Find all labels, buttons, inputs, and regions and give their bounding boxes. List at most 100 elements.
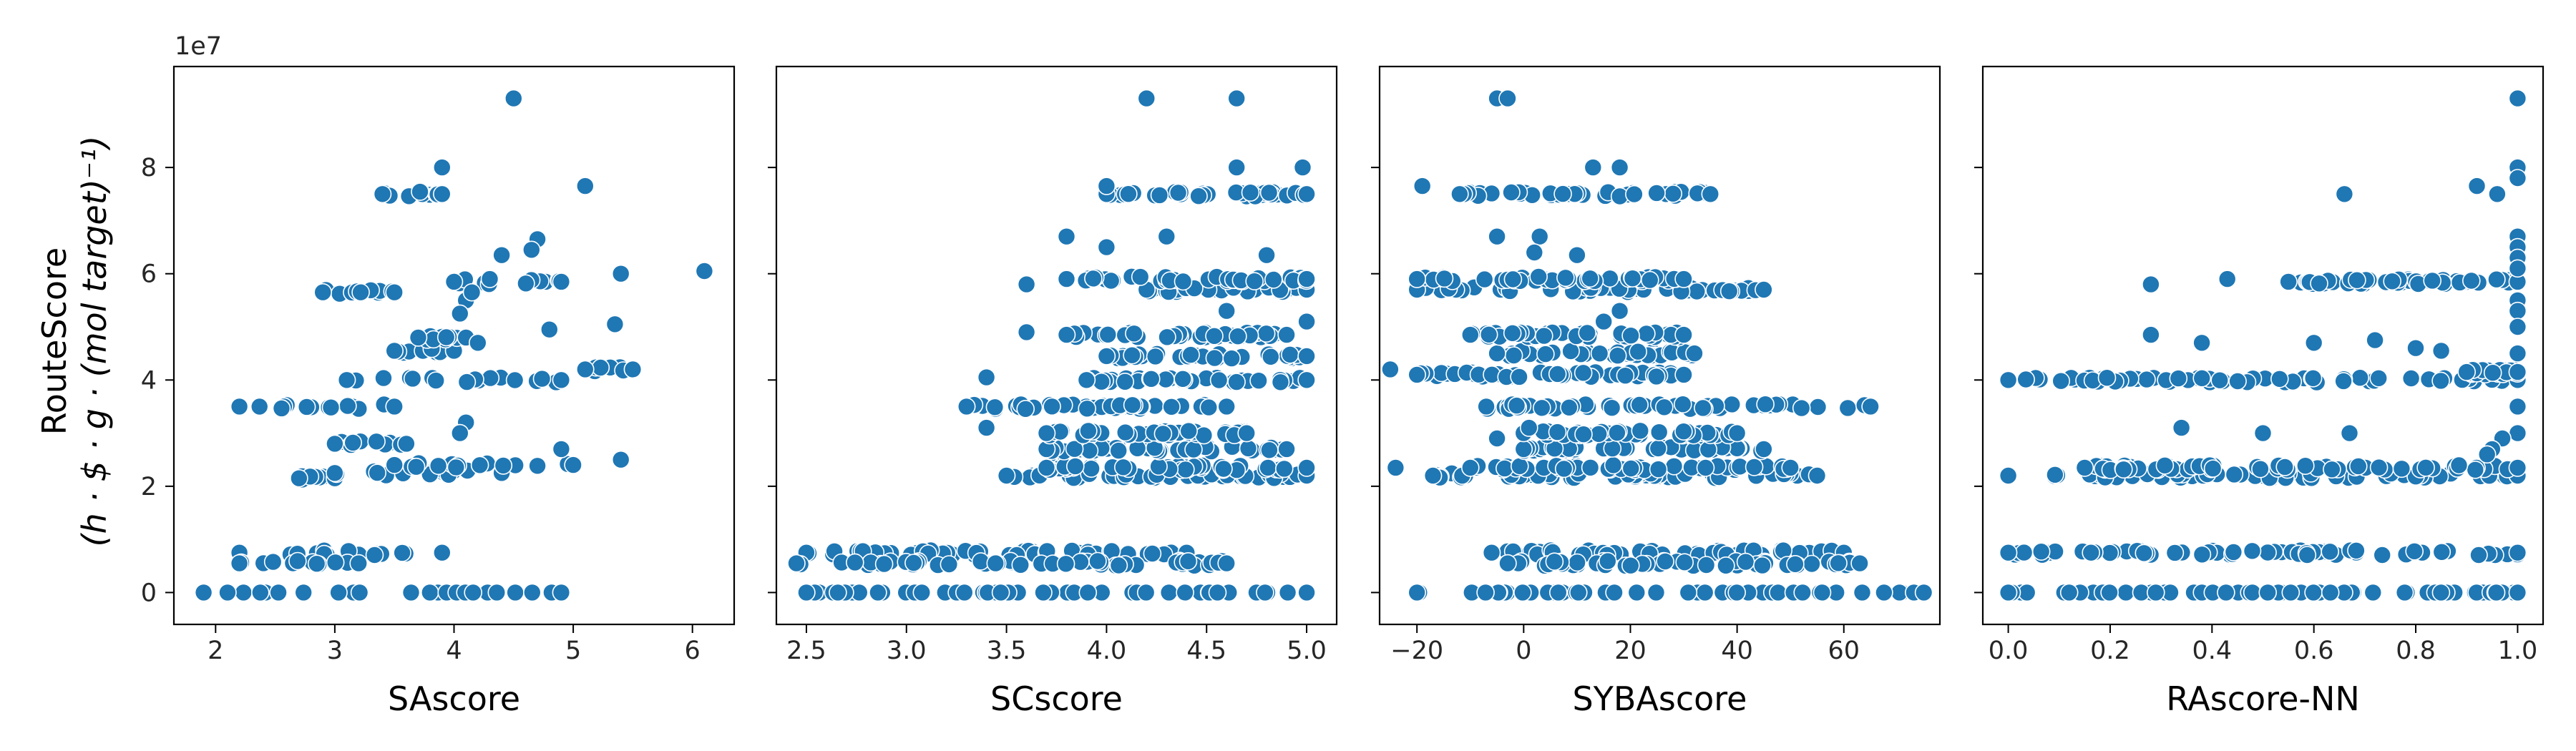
- data-point: [1125, 324, 1143, 343]
- data-point: [1701, 185, 1720, 204]
- data-point: [1245, 272, 1264, 291]
- data-point: [1146, 347, 1165, 366]
- data-point: [2258, 583, 2277, 602]
- x-tick-label: 0.2: [2090, 637, 2130, 665]
- data-point: [1057, 325, 1076, 344]
- data-point: [294, 583, 313, 602]
- data-point: [1150, 186, 1169, 205]
- data-point: [1829, 554, 1848, 573]
- data-point: [1674, 395, 1692, 414]
- data-point: [1838, 398, 1858, 418]
- data-point: [1722, 395, 1742, 414]
- data-point: [1259, 458, 1277, 477]
- data-point: [487, 583, 507, 602]
- data-point: [1578, 323, 1596, 343]
- data-point: [2348, 270, 2366, 290]
- data-point: [1435, 269, 1454, 288]
- x-tick-label: 3.0: [887, 637, 927, 665]
- data-point: [1277, 440, 1296, 458]
- data-point: [2279, 273, 2298, 291]
- data-point: [1016, 399, 1035, 418]
- data-point: [1217, 301, 1236, 320]
- data-point: [385, 283, 404, 302]
- data-point: [2082, 543, 2100, 562]
- data-point: [1568, 245, 1586, 265]
- data-point: [1601, 269, 1619, 288]
- data-point: [1548, 423, 1567, 441]
- data-point: [2281, 583, 2301, 602]
- data-point: [1503, 270, 1523, 289]
- data-point: [1275, 459, 1294, 478]
- data-point: [374, 368, 393, 388]
- data-point: [1604, 456, 1623, 475]
- data-point: [957, 397, 976, 416]
- data-point: [2051, 371, 2070, 391]
- data-point: [1807, 466, 1827, 485]
- data-point: [385, 456, 404, 474]
- data-point: [368, 463, 387, 482]
- data-point: [977, 368, 996, 387]
- data-point: [1687, 282, 1707, 301]
- data-point: [997, 466, 1016, 485]
- data-point: [504, 89, 523, 108]
- data-point: [1569, 583, 1588, 602]
- data-point: [2304, 583, 2323, 602]
- data-point: [2351, 368, 2369, 388]
- data-point: [1184, 440, 1203, 459]
- data-point: [450, 423, 469, 443]
- data-point: [2147, 583, 2165, 602]
- data-point: [1560, 398, 1579, 417]
- data-point: [528, 456, 547, 476]
- data-point: [2117, 583, 2135, 602]
- data-point: [2431, 583, 2451, 602]
- data-point: [506, 583, 525, 602]
- data-point: [2243, 541, 2262, 561]
- data-point: [2487, 583, 2506, 602]
- data-point: [985, 398, 1005, 417]
- data-point: [2296, 456, 2315, 476]
- data-point: [2373, 546, 2391, 564]
- data-point: [1736, 552, 1755, 571]
- data-point: [1260, 441, 1279, 460]
- data-point: [1413, 177, 1432, 195]
- data-point: [986, 554, 1005, 573]
- data-point: [1017, 275, 1036, 294]
- data-point: [2508, 318, 2527, 336]
- data-point: [2487, 270, 2506, 289]
- data-point: [1999, 583, 2018, 602]
- data-point: [1850, 554, 1869, 573]
- data-point: [1727, 423, 1747, 443]
- data-point: [1590, 344, 1609, 363]
- data-point: [552, 440, 571, 458]
- data-point: [288, 551, 307, 571]
- data-point: [846, 553, 864, 572]
- data-point: [1594, 312, 1613, 331]
- data-point: [2270, 369, 2289, 388]
- x-axis-label-1: SAscore: [388, 679, 520, 718]
- data-point: [2466, 460, 2485, 479]
- data-point: [1536, 345, 1555, 363]
- x-tick-label: −20: [1390, 637, 1443, 665]
- x-axis-label-3: SYBAscore: [1573, 679, 1747, 718]
- data-point: [1259, 183, 1279, 202]
- data-point: [1745, 458, 1764, 476]
- data-point: [1066, 457, 1085, 476]
- data-point: [575, 177, 595, 195]
- data-point: [2169, 369, 2188, 388]
- y-axis-label-line1: RouteScore: [35, 247, 74, 435]
- data-point: [1756, 395, 1775, 414]
- x-tick-label: 1.0: [2498, 637, 2538, 665]
- data-point: [1510, 368, 1528, 386]
- data-point: [2488, 185, 2507, 204]
- data-point: [1143, 544, 1162, 563]
- data-point: [2366, 330, 2384, 350]
- data-point: [2142, 275, 2160, 294]
- data-point: [462, 283, 482, 302]
- data-point: [2508, 583, 2527, 602]
- data-point: [1189, 187, 1208, 206]
- data-point: [1461, 325, 1480, 344]
- data-point: [2298, 546, 2317, 564]
- data-point: [1479, 325, 1498, 344]
- data-point: [2449, 456, 2469, 475]
- data-point: [1278, 583, 1297, 602]
